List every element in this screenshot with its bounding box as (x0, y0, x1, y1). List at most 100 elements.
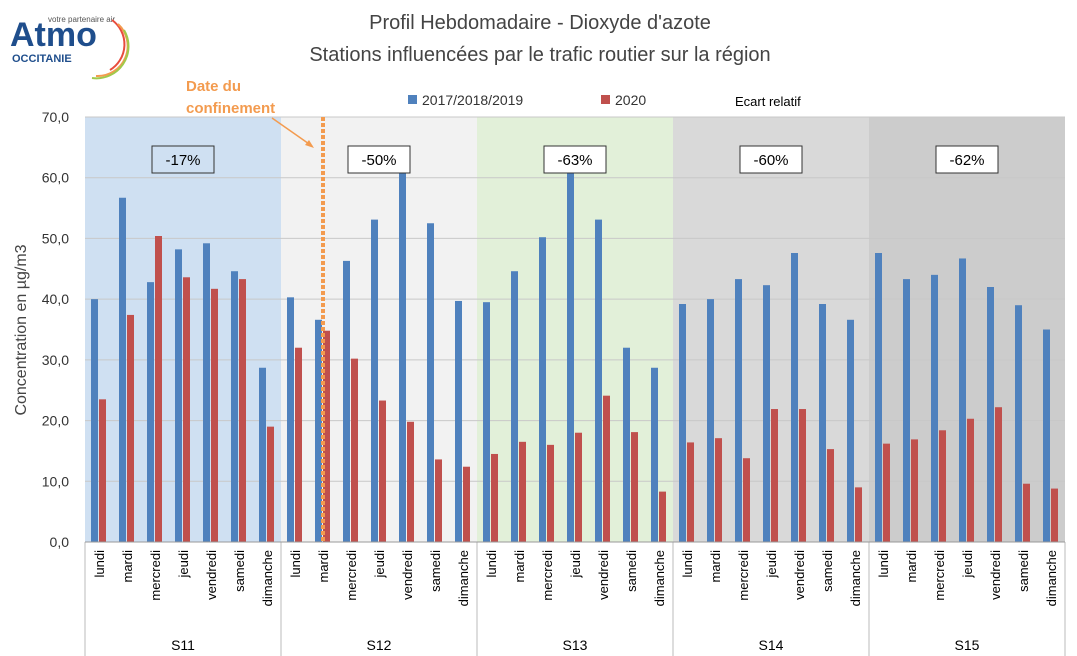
bar (847, 319, 854, 542)
x-tick-label: mardi (708, 550, 723, 583)
chart-title: Profil Hebdomadaire - Dioxyde d'azote (369, 12, 711, 34)
bar (595, 219, 602, 542)
legend-label: 2017/2018/2019 (422, 92, 523, 108)
bar (707, 299, 714, 542)
bar (371, 219, 378, 542)
y-tick-label: 10,0 (42, 473, 69, 489)
bar (791, 253, 798, 542)
x-tick-label: mardi (512, 550, 527, 583)
bar (1015, 305, 1022, 542)
bar (987, 287, 994, 542)
note-text: -62% (949, 152, 984, 169)
bar (903, 279, 910, 542)
bar (147, 282, 154, 542)
bar (399, 163, 406, 542)
bar (463, 466, 470, 542)
group-label: S12 (367, 637, 392, 653)
x-tick-label: mercredi (344, 550, 359, 601)
bar (483, 302, 490, 542)
bar (379, 400, 386, 542)
y-axis-label: Concentration en µg/m3 (13, 244, 30, 415)
bar (155, 236, 162, 542)
logo-arc (91, 29, 130, 80)
y-tick-label: 30,0 (42, 352, 69, 368)
bar (203, 243, 210, 543)
bar (287, 297, 294, 542)
bar (407, 421, 414, 542)
bar (763, 285, 770, 542)
note-text: -17% (165, 152, 200, 169)
bar (911, 439, 918, 542)
bar (295, 347, 302, 542)
chart-subtitle: Stations influencées par le trafic routi… (309, 44, 770, 66)
bar (575, 432, 582, 542)
group-label: S15 (955, 637, 980, 653)
bar (855, 487, 862, 542)
bar (939, 430, 946, 542)
legend-label: 2020 (615, 92, 646, 108)
bar (323, 330, 330, 542)
bar (211, 288, 218, 542)
bar (715, 438, 722, 542)
note-box (543, 145, 607, 174)
x-tick-label: mercredi (736, 550, 751, 601)
bar (519, 441, 526, 542)
bar (175, 249, 182, 542)
note-text: -50% (361, 152, 396, 169)
bar (679, 304, 686, 542)
y-tick-label: 0,0 (50, 534, 70, 550)
note-text: -60% (753, 152, 788, 169)
y-tick-label: 20,0 (42, 413, 69, 429)
x-tick-label: dimanche (652, 550, 667, 606)
logo-tagline: votre partenaire air (48, 15, 115, 24)
bar (631, 432, 638, 542)
bar (651, 367, 658, 542)
x-tick-label: jeudi (568, 550, 583, 579)
bar (455, 300, 462, 542)
x-tick-label: vendredi (596, 550, 611, 600)
bar (883, 443, 890, 542)
x-tick-label: lundi (484, 550, 499, 578)
bar (239, 279, 246, 542)
group-label: S11 (171, 637, 195, 653)
bar (827, 449, 834, 542)
x-tick-label: dimanche (456, 550, 471, 606)
x-tick-label: lundi (876, 550, 891, 578)
y-tick-label: 70,0 (42, 109, 69, 125)
x-tick-label: jeudi (960, 550, 975, 579)
x-tick-label: samedi (232, 550, 247, 592)
x-tick-label: vendredi (400, 550, 415, 600)
y-tick-label: 40,0 (42, 291, 69, 307)
bar (623, 347, 630, 542)
bar (547, 444, 554, 542)
x-tick-label: mardi (120, 550, 135, 583)
bar (687, 442, 694, 542)
x-tick-label: vendredi (988, 550, 1003, 600)
bar (231, 271, 238, 542)
x-tick-label: jeudi (764, 550, 779, 579)
x-tick-label: samedi (624, 550, 639, 592)
x-tick-label: samedi (1016, 550, 1031, 592)
bar (99, 399, 106, 542)
x-tick-label: mardi (904, 550, 919, 583)
note-box (151, 145, 215, 174)
group-label: S14 (759, 637, 784, 653)
note-text: -63% (557, 152, 592, 169)
x-tick-label: vendredi (204, 550, 219, 600)
x-tick-label: samedi (820, 550, 835, 592)
y-tick-label: 50,0 (42, 230, 69, 246)
x-tick-label: dimanche (1044, 550, 1059, 606)
bar (931, 274, 938, 542)
logo-region: OCCITANIE (12, 53, 72, 65)
bar (967, 418, 974, 542)
bar (511, 271, 518, 542)
bar (995, 407, 1002, 542)
bar (259, 367, 266, 542)
bar (799, 409, 806, 542)
note-box (935, 145, 999, 174)
x-tick-label: samedi (428, 550, 443, 592)
bar (183, 277, 190, 542)
y-tick-label: 60,0 (42, 170, 69, 186)
